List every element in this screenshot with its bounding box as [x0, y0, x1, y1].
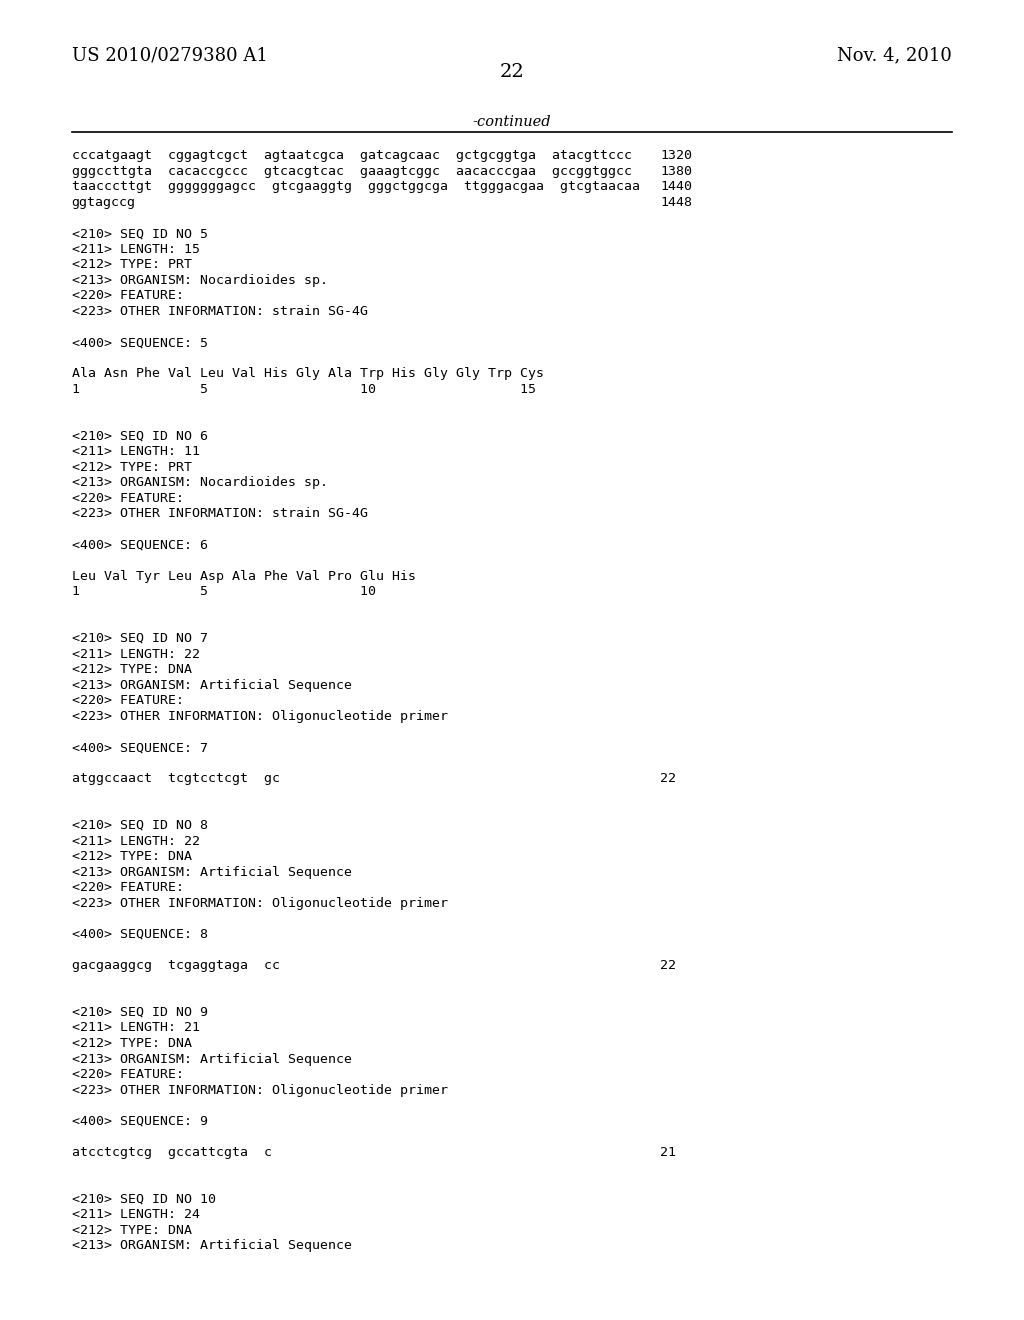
Text: <223> OTHER INFORMATION: Oligonucleotide primer: <223> OTHER INFORMATION: Oligonucleotide…	[72, 896, 447, 909]
Text: <211> LENGTH: 24: <211> LENGTH: 24	[72, 1208, 200, 1221]
Text: <210> SEQ ID NO 7: <210> SEQ ID NO 7	[72, 632, 208, 645]
Text: <213> ORGANISM: Artificial Sequence: <213> ORGANISM: Artificial Sequence	[72, 678, 351, 692]
Text: <212> TYPE: DNA: <212> TYPE: DNA	[72, 850, 191, 863]
Text: 1440: 1440	[660, 181, 692, 193]
Text: <210> SEQ ID NO 10: <210> SEQ ID NO 10	[72, 1193, 216, 1205]
Text: <212> TYPE: DNA: <212> TYPE: DNA	[72, 663, 191, 676]
Text: <220> FEATURE:: <220> FEATURE:	[72, 694, 183, 708]
Text: <213> ORGANISM: Artificial Sequence: <213> ORGANISM: Artificial Sequence	[72, 866, 351, 879]
Text: <220> FEATURE:: <220> FEATURE:	[72, 289, 183, 302]
Text: <211> LENGTH: 11: <211> LENGTH: 11	[72, 445, 200, 458]
Text: 1320: 1320	[660, 149, 692, 162]
Text: <210> SEQ ID NO 8: <210> SEQ ID NO 8	[72, 818, 208, 832]
Text: US 2010/0279380 A1: US 2010/0279380 A1	[72, 46, 267, 65]
Text: <220> FEATURE:: <220> FEATURE:	[72, 492, 183, 504]
Text: 22: 22	[660, 772, 677, 785]
Text: gacgaaggcg  tcgaggtaga  cc: gacgaaggcg tcgaggtaga cc	[72, 960, 280, 972]
Text: <213> ORGANISM: Artificial Sequence: <213> ORGANISM: Artificial Sequence	[72, 1052, 351, 1065]
Text: <400> SEQUENCE: 5: <400> SEQUENCE: 5	[72, 337, 208, 348]
Text: <213> ORGANISM: Nocardioides sp.: <213> ORGANISM: Nocardioides sp.	[72, 477, 328, 490]
Text: atggccaact  tcgtcctcgt  gc: atggccaact tcgtcctcgt gc	[72, 772, 280, 785]
Text: <220> FEATURE:: <220> FEATURE:	[72, 882, 183, 894]
Text: <400> SEQUENCE: 9: <400> SEQUENCE: 9	[72, 1115, 208, 1127]
Text: Leu Val Tyr Leu Asp Ala Phe Val Pro Glu His: Leu Val Tyr Leu Asp Ala Phe Val Pro Glu …	[72, 570, 416, 582]
Text: <400> SEQUENCE: 8: <400> SEQUENCE: 8	[72, 928, 208, 941]
Text: <212> TYPE: DNA: <212> TYPE: DNA	[72, 1038, 191, 1049]
Text: <211> LENGTH: 15: <211> LENGTH: 15	[72, 243, 200, 256]
Text: cccatgaagt  cggagtcgct  agtaatcgca  gatcagcaac  gctgcggtga  atacgttccc: cccatgaagt cggagtcgct agtaatcgca gatcagc…	[72, 149, 632, 162]
Text: <223> OTHER INFORMATION: Oligonucleotide primer: <223> OTHER INFORMATION: Oligonucleotide…	[72, 1084, 447, 1097]
Text: <212> TYPE: PRT: <212> TYPE: PRT	[72, 259, 191, 271]
Text: <211> LENGTH: 21: <211> LENGTH: 21	[72, 1022, 200, 1035]
Text: <213> ORGANISM: Nocardioides sp.: <213> ORGANISM: Nocardioides sp.	[72, 273, 328, 286]
Text: 1               5                   10: 1 5 10	[72, 585, 376, 598]
Text: 22: 22	[500, 63, 524, 82]
Text: <220> FEATURE:: <220> FEATURE:	[72, 1068, 183, 1081]
Text: ggtagccg: ggtagccg	[72, 195, 135, 209]
Text: Ala Asn Phe Val Leu Val His Gly Ala Trp His Gly Gly Trp Cys: Ala Asn Phe Val Leu Val His Gly Ala Trp …	[72, 367, 544, 380]
Text: <223> OTHER INFORMATION: strain SG-4G: <223> OTHER INFORMATION: strain SG-4G	[72, 305, 368, 318]
Text: <400> SEQUENCE: 6: <400> SEQUENCE: 6	[72, 539, 208, 552]
Text: <223> OTHER INFORMATION: Oligonucleotide primer: <223> OTHER INFORMATION: Oligonucleotide…	[72, 710, 447, 723]
Text: 22: 22	[660, 960, 677, 972]
Text: <223> OTHER INFORMATION: strain SG-4G: <223> OTHER INFORMATION: strain SG-4G	[72, 507, 368, 520]
Text: <213> ORGANISM: Artificial Sequence: <213> ORGANISM: Artificial Sequence	[72, 1239, 351, 1253]
Text: -continued: -continued	[473, 115, 551, 129]
Text: <210> SEQ ID NO 6: <210> SEQ ID NO 6	[72, 429, 208, 442]
Text: <212> TYPE: DNA: <212> TYPE: DNA	[72, 1224, 191, 1237]
Text: taacccttgt  gggggggagcc  gtcgaaggtg  gggctggcga  ttgggacgaa  gtcgtaacaa: taacccttgt gggggggagcc gtcgaaggtg gggctg…	[72, 181, 640, 193]
Text: gggccttgta  cacaccgccc  gtcacgtcac  gaaagtcggc  aacacccgaa  gccggtggcc: gggccttgta cacaccgccc gtcacgtcac gaaagtc…	[72, 165, 632, 178]
Text: <400> SEQUENCE: 7: <400> SEQUENCE: 7	[72, 741, 208, 754]
Text: 21: 21	[660, 1146, 677, 1159]
Text: Nov. 4, 2010: Nov. 4, 2010	[838, 46, 952, 65]
Text: 1448: 1448	[660, 195, 692, 209]
Text: <211> LENGTH: 22: <211> LENGTH: 22	[72, 648, 200, 660]
Text: <211> LENGTH: 22: <211> LENGTH: 22	[72, 834, 200, 847]
Text: 1380: 1380	[660, 165, 692, 178]
Text: <212> TYPE: PRT: <212> TYPE: PRT	[72, 461, 191, 474]
Text: 1               5                   10                  15: 1 5 10 15	[72, 383, 536, 396]
Text: <210> SEQ ID NO 9: <210> SEQ ID NO 9	[72, 1006, 208, 1019]
Text: atcctcgtcg  gccattcgta  c: atcctcgtcg gccattcgta c	[72, 1146, 271, 1159]
Text: <210> SEQ ID NO 5: <210> SEQ ID NO 5	[72, 227, 208, 240]
